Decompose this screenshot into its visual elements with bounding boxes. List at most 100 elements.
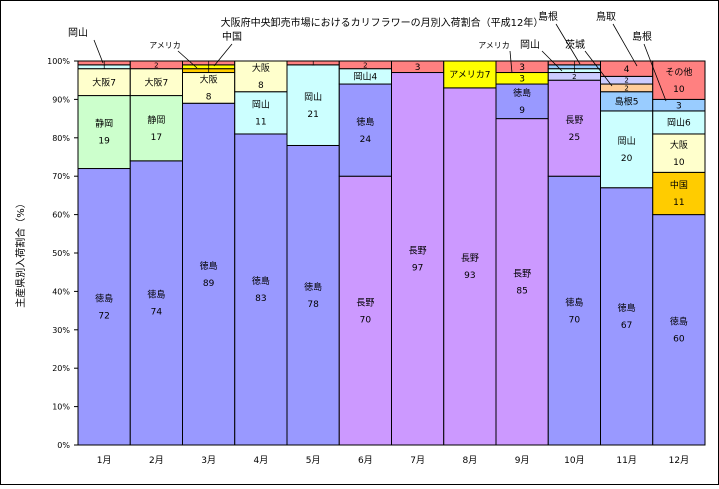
data-label: 中国 <box>670 179 688 191</box>
data-label: 97 <box>412 263 423 273</box>
bar-segment <box>77 95 131 170</box>
annotation-label: 中国 <box>222 30 242 43</box>
x-tick-label: 4月 <box>254 455 269 466</box>
data-label: 徳島 <box>670 315 688 327</box>
bar-segment <box>286 64 340 146</box>
y-tick-label: 70% <box>52 172 70 181</box>
data-label: 長野 <box>565 115 583 126</box>
x-tick-label: 5月 <box>306 455 321 466</box>
bar-segment <box>652 171 706 216</box>
data-label: 長野 <box>513 268 531 279</box>
annotation-leader <box>213 43 233 67</box>
y-tick-label: 30% <box>52 326 70 335</box>
data-label: 21 <box>307 110 318 120</box>
x-tick-label: 7月 <box>410 455 425 466</box>
data-label: 静岡 <box>147 114 165 126</box>
data-label: 大阪7 <box>145 76 169 88</box>
annotation-label: 岡山 <box>520 39 540 51</box>
y-tick-label: 0% <box>57 441 70 450</box>
data-label: 徳島 <box>147 289 165 301</box>
data-label: 徳島 <box>356 116 374 128</box>
data-label: 大阪 <box>670 139 688 151</box>
bar-segment <box>547 175 601 446</box>
annotation-label: アメリカ <box>478 41 510 50</box>
data-label: 徳島 <box>565 296 583 308</box>
data-label: 19 <box>98 137 110 147</box>
data-label: 徳島 <box>95 292 113 304</box>
data-label: 大阪 <box>252 62 270 74</box>
bar-segment <box>443 60 497 89</box>
x-tick-label: 12月 <box>669 455 689 466</box>
data-label: 長野 <box>356 297 374 308</box>
y-tick-label: 80% <box>52 134 70 143</box>
data-label: 89 <box>203 279 215 289</box>
data-label: 10 <box>673 85 685 95</box>
y-tick-label: 90% <box>52 95 70 104</box>
data-label: 1 <box>102 63 106 71</box>
bar-segment <box>338 83 392 177</box>
y-tick-label: 60% <box>52 211 70 220</box>
data-label: 岡山 <box>304 92 322 103</box>
annotation-leader <box>177 50 198 69</box>
plot-area: 0% 10% 20% 30% 40% 50% 60% 70% 80% 90% 100% 徳島 72 静岡 1… <box>47 57 706 466</box>
data-label: アメリカ7 <box>449 70 490 81</box>
annotation-leader <box>555 23 581 65</box>
data-label: 岡山 <box>252 99 270 110</box>
data-label: 11 <box>255 117 266 127</box>
annotation-leader <box>509 50 513 74</box>
annotation-label: 島根 <box>538 10 558 23</box>
y-axis-label: 主産県別入荷割合（%） <box>14 198 27 308</box>
data-label: 70 <box>360 315 372 325</box>
data-label: 1 <box>206 67 210 75</box>
data-label: 2 <box>363 61 367 69</box>
y-tick-label: 40% <box>52 287 70 296</box>
annotation-leader <box>643 43 667 102</box>
x-tick-label: 8月 <box>463 455 478 466</box>
data-label: 2 <box>624 84 628 92</box>
data-label: 1 <box>572 63 576 71</box>
annotation-leader <box>612 23 638 67</box>
data-label: 1 <box>572 59 576 67</box>
data-label: 大阪 <box>200 74 218 86</box>
data-label: 10 <box>673 158 685 168</box>
bar-segment <box>77 168 131 446</box>
data-label: 大阪7 <box>92 76 116 88</box>
annotation-label: 島根 <box>632 30 652 43</box>
annotation-leader <box>541 50 563 72</box>
x-tick-label: 2月 <box>149 455 164 466</box>
data-label: 70 <box>569 315 581 325</box>
y-tick-label: 10% <box>52 403 70 412</box>
bar-segment <box>182 102 236 446</box>
bar-segment <box>129 160 183 446</box>
data-label: 17 <box>151 133 162 143</box>
bar-segment <box>600 187 654 446</box>
x-tick-label: 6月 <box>358 455 373 466</box>
bar-segment <box>129 68 183 97</box>
bar-segment <box>600 110 654 189</box>
data-label: 4 <box>624 65 630 75</box>
data-label: 2 <box>624 77 628 85</box>
annotation-leader <box>584 50 613 87</box>
bar-segment <box>182 72 236 104</box>
data-label: 1 <box>311 59 315 67</box>
data-label: 11 <box>673 198 684 208</box>
data-label: 徳島 <box>513 87 531 99</box>
x-tick-label: 9月 <box>515 455 530 466</box>
bar-segment <box>286 144 340 446</box>
data-label: 徳島 <box>304 281 322 293</box>
data-label: 78 <box>307 300 319 310</box>
data-label: 岡山 <box>618 136 636 147</box>
annotation-label: 茨城 <box>565 38 585 51</box>
data-label: 3 <box>415 63 421 73</box>
data-label: 1 <box>572 67 576 75</box>
data-label: 85 <box>516 286 527 296</box>
y-tick-label: 50% <box>52 249 70 258</box>
data-label: 2 <box>154 61 158 69</box>
annotation-label: アメリカ <box>149 41 181 50</box>
data-label: 静岡 <box>95 118 113 130</box>
data-label: 67 <box>621 321 632 331</box>
data-label: 3 <box>519 63 525 73</box>
data-label: 93 <box>464 271 475 281</box>
